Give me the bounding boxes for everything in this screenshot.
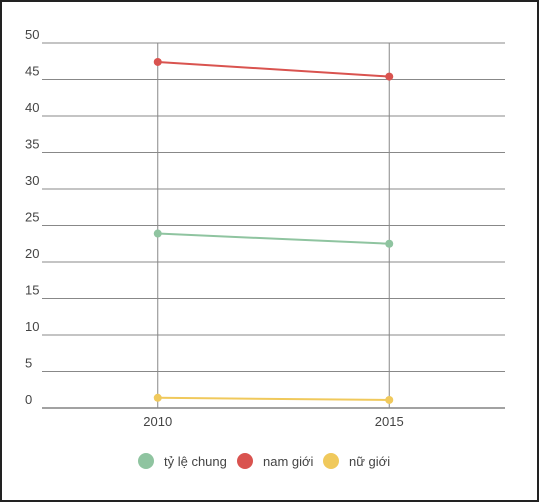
legend-label: nam giới xyxy=(263,454,314,469)
series-line xyxy=(157,232,390,245)
y-tick-label: 15 xyxy=(25,283,39,298)
point xyxy=(153,229,162,238)
y-tick-label: 5 xyxy=(25,356,32,371)
point xyxy=(153,393,162,402)
legend-swatch xyxy=(237,453,253,469)
y-tick-label: 45 xyxy=(25,64,39,79)
series-line xyxy=(157,60,390,78)
y-tick-label: 25 xyxy=(25,210,39,225)
y-tick-label: 10 xyxy=(25,319,39,334)
y-tick-label: 40 xyxy=(25,100,39,115)
x-tick-label: 2015 xyxy=(375,414,404,429)
point xyxy=(385,395,394,404)
y-tick-label: 20 xyxy=(25,246,39,261)
y-tick-label: 30 xyxy=(25,173,39,188)
series-line xyxy=(157,396,390,401)
legend-label: nữ giới xyxy=(349,454,390,469)
y-tick-label: 0 xyxy=(25,392,32,407)
y-tick-label: 35 xyxy=(25,137,39,152)
legend-label: tỷ lệ chung xyxy=(164,454,227,469)
point xyxy=(385,72,394,81)
point xyxy=(385,239,394,248)
point xyxy=(153,57,162,66)
x-tick-label: 2010 xyxy=(143,414,172,429)
y-tick-label: 50 xyxy=(25,27,39,42)
legend-swatch xyxy=(323,453,339,469)
legend-swatch xyxy=(138,453,154,469)
